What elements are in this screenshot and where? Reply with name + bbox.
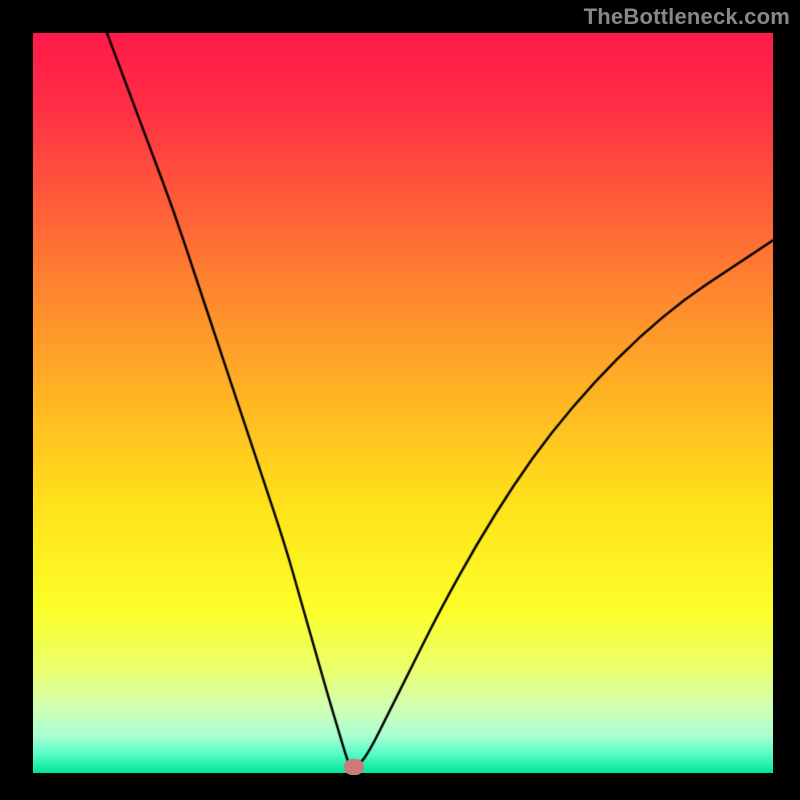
watermark-text: TheBottleneck.com	[584, 4, 790, 30]
figure-root: TheBottleneck.com	[0, 0, 800, 800]
plot-frame	[30, 30, 770, 770]
bottleneck-curve	[33, 33, 773, 773]
optimum-marker	[344, 759, 364, 775]
